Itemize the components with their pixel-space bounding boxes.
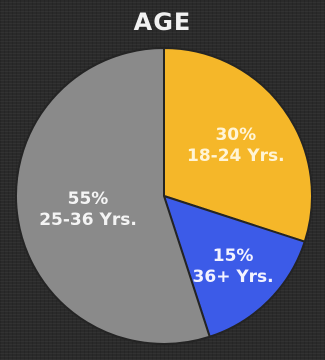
- pie-slices: [15, 46, 313, 345]
- chart-title: AGE: [133, 8, 192, 36]
- pie-slice-25-36-yrs: [15, 46, 211, 345]
- pie-slice-18-24-yrs: [163, 46, 313, 243]
- slice-category-label: 36+ Yrs.: [193, 267, 274, 287]
- slice-percent-label: 55%: [68, 189, 109, 209]
- slice-category-label: 18-24 Yrs.: [187, 146, 285, 166]
- slice-percent-label: 30%: [215, 125, 256, 145]
- slice-category-label: 25-36 Yrs.: [39, 210, 137, 230]
- pie-labels: 30%18-24 Yrs. 15%36+ Yrs. 55%25-36 Yrs.: [39, 125, 284, 287]
- slice-percent-label: 15%: [213, 246, 254, 266]
